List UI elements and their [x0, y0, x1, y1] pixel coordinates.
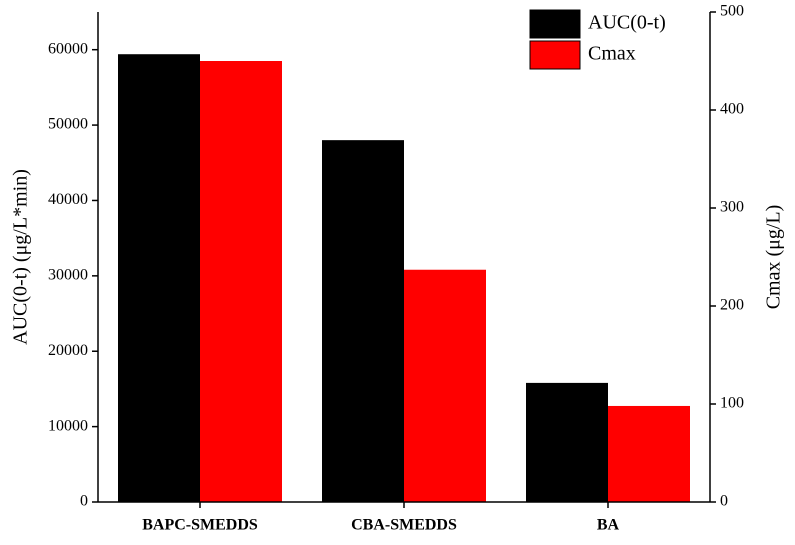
- y-tick-label: 40000: [48, 191, 88, 208]
- x-tick-label: BAPC-SMEDDS: [142, 517, 258, 534]
- legend-swatch: [529, 9, 581, 39]
- legend-label: Cmax: [588, 43, 636, 65]
- bar: [608, 405, 690, 502]
- y2-axis-title: Cmax (μg/L): [763, 205, 785, 310]
- legend-swatch: [529, 40, 581, 70]
- bar: [322, 140, 404, 502]
- x-tick-label: CBA-SMEDDS: [351, 517, 457, 534]
- y2-tick-label: 400: [720, 101, 744, 118]
- y2-tick-label: 0: [720, 493, 728, 510]
- bar: [118, 54, 200, 502]
- y2-tick-label: 500: [720, 3, 744, 20]
- legend-label: AUC(0-t): [588, 12, 666, 34]
- bar: [200, 61, 282, 502]
- y-tick-label: 20000: [48, 342, 88, 359]
- bar: [404, 269, 486, 502]
- y-tick-label: 60000: [48, 40, 88, 57]
- y-tick-label: 30000: [48, 267, 88, 284]
- y2-tick-label: 300: [720, 199, 744, 216]
- bar: [526, 382, 608, 502]
- y-tick-label: 10000: [48, 417, 88, 434]
- x-tick-label: BA: [597, 517, 620, 534]
- y2-tick-label: 200: [720, 297, 744, 314]
- y-axis-title: AUC(0-t) (μg/L*min): [10, 169, 32, 345]
- y-tick-label: 50000: [48, 116, 88, 133]
- y-tick-label: 0: [80, 493, 88, 510]
- y2-tick-label: 100: [720, 395, 744, 412]
